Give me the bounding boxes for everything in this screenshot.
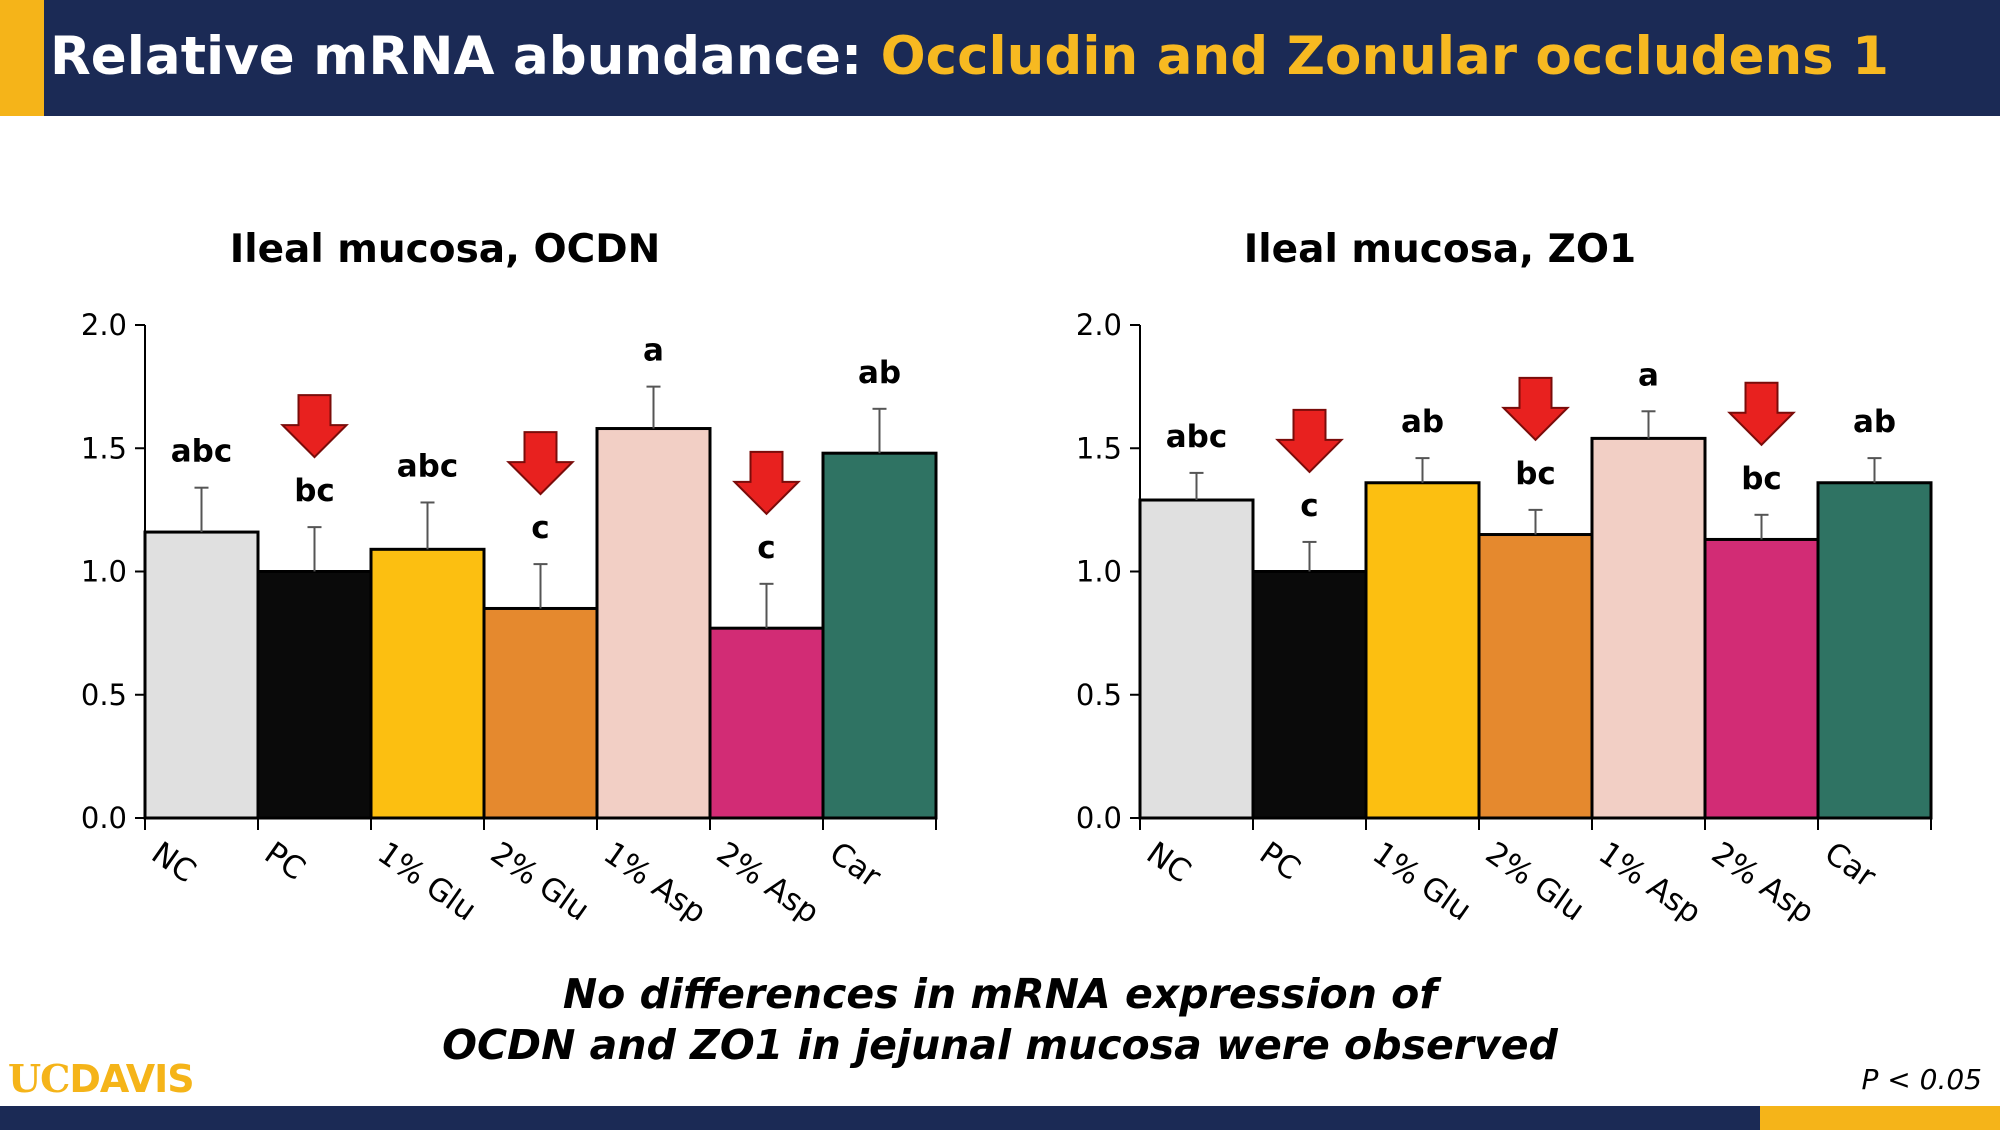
bar: [369, 547, 486, 820]
y-tick-label: 0.0: [81, 801, 127, 835]
significance-label: bc: [294, 473, 335, 509]
x-category-label: 2% Glu: [484, 835, 596, 928]
x-category-label: NC: [145, 835, 202, 890]
down-arrow-icon: [1501, 376, 1570, 442]
y-tick-label: 0.5: [81, 678, 127, 712]
y-tick-label: 2.0: [81, 308, 127, 342]
y-tick-label: 0.0: [1076, 801, 1122, 835]
significance-label: c: [531, 510, 549, 546]
x-category-label: 1% Glu: [1366, 835, 1478, 928]
bar: [1477, 533, 1594, 820]
bar: [143, 530, 260, 820]
x-category-label: Car: [1818, 835, 1883, 895]
chart-title: Ileal mucosa, OCDN: [230, 227, 661, 272]
ucdavis-logo: UCDAVIS: [8, 1056, 195, 1102]
significance-label: a: [643, 333, 664, 369]
bar: [1703, 537, 1820, 820]
significance-label: abc: [171, 434, 233, 470]
x-category-label: PC: [258, 835, 312, 888]
bar: [1138, 498, 1255, 820]
down-arrow-icon: [280, 394, 349, 459]
x-category-label: PC: [1253, 835, 1307, 888]
header-bar: [0, 0, 2000, 116]
logo-uc-text: UC: [8, 1056, 70, 1101]
down-arrow-icon: [506, 431, 575, 496]
bar: [1251, 570, 1368, 820]
slide-title-highlight: Occludin and Zonular occludens 1: [880, 26, 1890, 87]
significance-label: bc: [1515, 456, 1556, 492]
bar: [595, 427, 712, 820]
significance-label: c: [1300, 488, 1318, 524]
x-category-label: Car: [823, 835, 888, 895]
header-accent-stripe: [0, 0, 44, 116]
significance-label: bc: [1741, 461, 1782, 497]
down-arrow-icon: [1275, 408, 1344, 474]
significance-label: ab: [858, 355, 901, 391]
significance-label: abc: [397, 448, 459, 484]
significance-label: abc: [1166, 419, 1228, 455]
x-category-label: NC: [1140, 835, 1197, 890]
y-tick-label: 1.5: [1076, 431, 1122, 465]
down-arrow-icon: [1727, 381, 1796, 447]
chart-title: Ileal mucosa, ZO1: [1244, 227, 1636, 272]
bar: [708, 626, 825, 820]
bar: [1590, 436, 1707, 820]
significance-label: ab: [1401, 404, 1444, 440]
bar: [482, 606, 599, 820]
chart-1: Ileal mucosa, OCDN0.00.51.01.52.0abcNCbc…: [81, 227, 938, 931]
y-tick-label: 0.5: [1076, 678, 1122, 712]
significance-label: ab: [1853, 404, 1896, 440]
footer-bar: [0, 1106, 2000, 1130]
footer-accent-stripe: [1760, 1106, 2000, 1130]
x-category-label: 1% Asp: [1592, 835, 1708, 931]
x-category-label: 1% Asp: [597, 835, 713, 931]
significance-label: c: [757, 530, 775, 566]
y-tick-label: 1.0: [1076, 555, 1122, 589]
bar: [1364, 481, 1481, 820]
slide-title-main: Relative mRNA abundance:: [50, 26, 863, 87]
conclusion-note-line-1: No differences in mRNA expression of: [562, 970, 1438, 1018]
y-tick-label: 1.5: [81, 431, 127, 465]
y-tick-label: 2.0: [1076, 308, 1122, 342]
logo-davis-text: DAVIS: [69, 1057, 194, 1101]
x-category-label: 2% Glu: [1479, 835, 1591, 928]
y-tick-label: 1.0: [81, 555, 127, 589]
conclusion-note-line-2: OCDN and ZO1 in jejunal mucosa were obse…: [442, 1021, 1558, 1069]
x-category-label: 1% Glu: [371, 835, 483, 928]
significance-label: a: [1638, 357, 1659, 393]
bar: [1816, 481, 1933, 820]
down-arrow-icon: [732, 450, 801, 516]
p-value-note: P < 0.05: [1861, 1063, 1983, 1096]
chart-2: Ileal mucosa, ZO10.00.51.01.52.0abcNCcPC…: [1076, 227, 1933, 931]
bar: [256, 570, 373, 820]
x-category-label: 2% Asp: [710, 835, 826, 931]
bar: [821, 451, 938, 820]
x-category-label: 2% Asp: [1705, 835, 1821, 931]
slide-title: Relative mRNA abundance: Occludin and Zo…: [50, 22, 1889, 92]
